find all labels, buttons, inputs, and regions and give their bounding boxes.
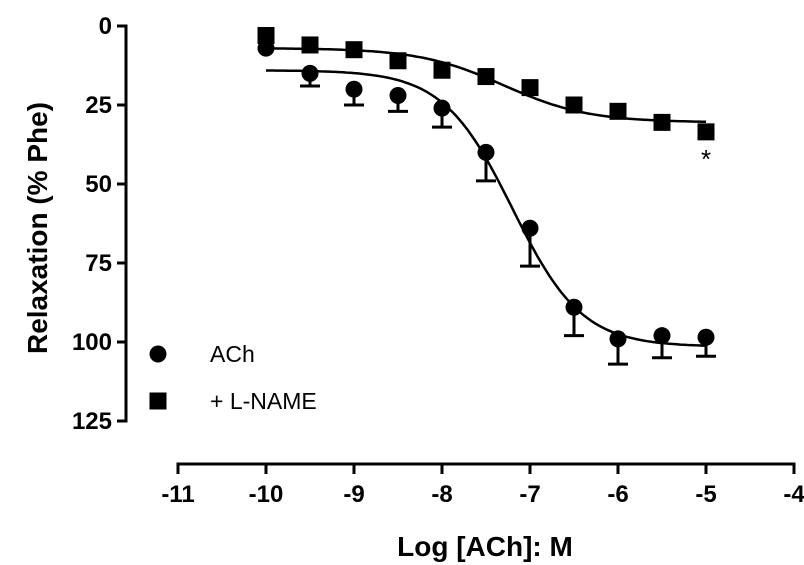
y-tick-label: 75 (85, 250, 112, 277)
y-tick-label: 0 (99, 13, 112, 40)
data-points (257, 26, 715, 348)
ach-point (345, 80, 363, 98)
ach-point (697, 328, 715, 346)
lname-point (565, 96, 583, 114)
x-axis: -11 -10 -9 -8 -7 -6 -5 -4 (161, 462, 804, 508)
lname-point (477, 68, 495, 86)
x-tick-label: -6 (607, 481, 628, 508)
y-tick-label: 25 (85, 92, 112, 119)
y-tick-label: 125 (72, 408, 112, 435)
fit-curve (266, 47, 707, 124)
x-tick-label: -7 (519, 481, 540, 508)
legend: ACh + L-NAME (149, 341, 317, 414)
lname-point (609, 102, 627, 120)
legend-label: ACh (210, 341, 255, 367)
lname-point (345, 41, 363, 59)
y-tick-label: 100 (72, 329, 112, 356)
annotations: * (701, 144, 711, 174)
ach-point (609, 330, 627, 348)
legend-marker-circle (149, 345, 167, 363)
legend-marker-square (149, 392, 167, 410)
lname-point (389, 52, 407, 70)
y-axis-label: Relaxation (% Phe) (22, 102, 53, 354)
legend-label: + L-NAME (210, 388, 317, 414)
fit-curves (266, 47, 707, 347)
x-axis-label: Log [ACh]: M (397, 531, 573, 562)
y-tick-label: 50 (85, 171, 112, 198)
ach-point (565, 298, 583, 316)
x-tick-label: -8 (431, 481, 452, 508)
ach-point (389, 87, 407, 105)
significance-marker: * (701, 144, 711, 174)
x-tick-label: -4 (783, 481, 804, 508)
ach-point (433, 99, 451, 117)
ach-point (477, 143, 495, 161)
lname-point (653, 113, 671, 131)
lname-point (433, 61, 451, 79)
lname-point (301, 36, 319, 54)
ach-point (301, 64, 319, 82)
x-tick-label: -10 (249, 481, 284, 508)
x-tick-label: -11 (161, 481, 194, 508)
ach-point (521, 219, 539, 237)
x-tick-label: -5 (695, 481, 716, 508)
lname-point (697, 123, 715, 141)
ach-point (653, 327, 671, 345)
fit-curve (266, 69, 707, 347)
x-tick-label: -9 (343, 481, 364, 508)
lname-point (521, 79, 539, 97)
y-axis: 0 25 50 75 100 125 (72, 13, 128, 435)
lname-point (257, 26, 275, 44)
